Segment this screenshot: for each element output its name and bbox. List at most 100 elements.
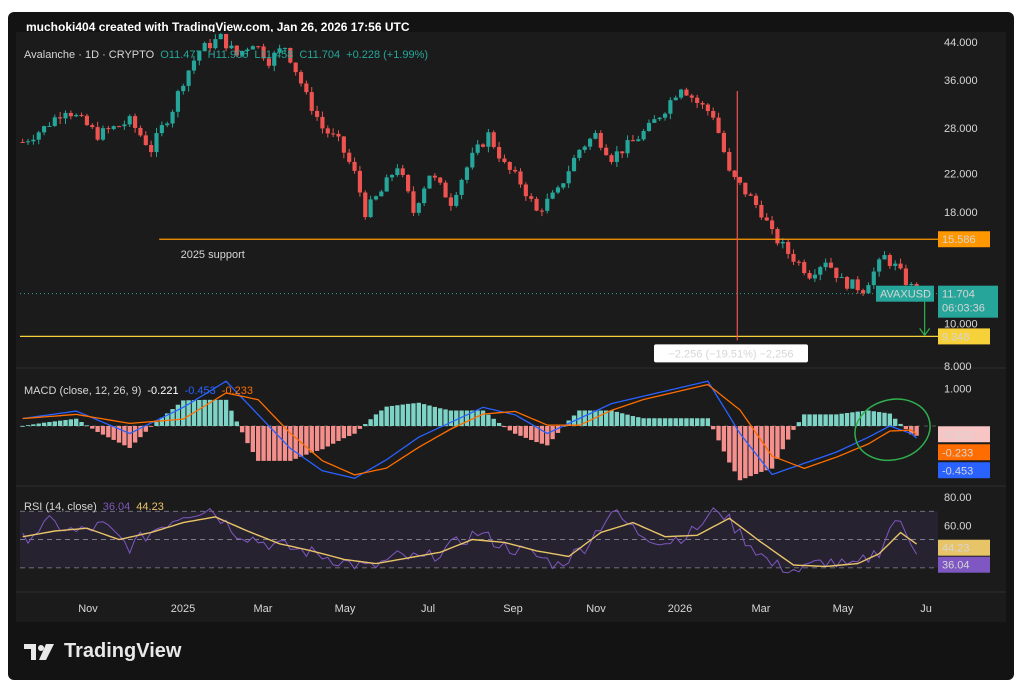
price-chart[interactable]: 2025 support −2.256 (−19.51%) −2,256 44.0…: [8, 12, 1014, 680]
macd-histogram-bar: [379, 410, 384, 426]
macd-histogram-bar: [775, 426, 780, 459]
macd-badge-signal-bg: [938, 444, 990, 461]
macd-badge-macd-text: -0.453: [942, 465, 973, 477]
candle-body: [673, 97, 678, 101]
macd-histogram-bar: [207, 399, 213, 426]
candle-body: [877, 259, 882, 272]
candle-body: [823, 262, 828, 268]
candle-body: [593, 132, 598, 139]
macd-histogram-bar: [116, 426, 122, 443]
candle-body: [866, 285, 871, 294]
candle-body: [679, 89, 684, 98]
candle-body: [256, 46, 261, 48]
tradingview-logo[interactable]: TradingView: [24, 640, 181, 663]
macd-histogram-bar: [630, 416, 636, 426]
macd-histogram-bar: [470, 410, 475, 426]
macd-histogram-bar: [459, 410, 464, 426]
macd-legend-part: -0.221: [147, 385, 178, 397]
candle-body: [861, 290, 866, 294]
candle-body: [812, 274, 817, 279]
time-axis-tick: Mar: [254, 603, 273, 615]
price-legend: Avalanche · 1D · CRYPTO O11.477 H11.906 L11…: [24, 49, 428, 61]
price-axis-tick: 44.000: [944, 37, 978, 49]
candle-body: [68, 112, 73, 117]
macd-badge-hist: -0.221: [938, 426, 990, 443]
candle-body: [555, 187, 561, 193]
candle-body: [159, 125, 164, 134]
legend-part: O11.477: [160, 49, 201, 61]
macd-histogram-bar: [309, 426, 314, 453]
candle-body: [507, 162, 512, 170]
candle-body: [646, 122, 652, 132]
macd-histogram-bar: [159, 417, 165, 426]
macd-histogram-bar: [229, 410, 234, 426]
macd-histogram-bar: [57, 420, 63, 426]
last-price-badge: 11.704 06:03:36 AVAXUSD: [876, 285, 998, 318]
rsi-badge-ma-text: 44.23: [942, 543, 970, 555]
candle-body: [213, 39, 218, 49]
macd-histogram-bar: [384, 406, 389, 426]
legend-part: C11.704: [299, 49, 340, 61]
macd-histogram-bar: [486, 414, 491, 426]
candle-body: [834, 267, 839, 278]
candle-body: [684, 89, 689, 96]
candle-body: [459, 179, 464, 195]
candle-body: [42, 126, 47, 133]
macd-histogram-bar: [662, 418, 668, 426]
macd-histogram-bar: [111, 426, 116, 440]
macd-histogram-bar: [443, 409, 448, 426]
macd-histogram-bar: [844, 412, 850, 426]
macd-histogram-bar: [555, 426, 561, 433]
macd-histogram-bar: [363, 424, 368, 426]
macd-histogram-bar: [646, 418, 652, 426]
candle-body: [347, 152, 352, 162]
macd-legend-part: MACD (close, 12, 26, 9): [24, 385, 141, 397]
macd-histogram-bar: [652, 418, 657, 426]
macd-histogram-bar: [753, 426, 759, 475]
candle-body: [775, 229, 780, 244]
rsi-legend-part: 44.23: [136, 501, 164, 513]
tradingview-logo-icon: [24, 643, 54, 660]
macd-histogram-bar: [529, 426, 534, 440]
candle-body: [737, 177, 743, 183]
candle-body: [448, 197, 453, 206]
macd-histogram-bar: [41, 422, 47, 426]
time-axis-tick: Mar: [752, 603, 771, 615]
macd-histogram-bar: [518, 426, 523, 436]
macd-histogram-bar: [261, 426, 266, 461]
macd-histogram-bar: [737, 426, 743, 481]
candle-body: [898, 263, 903, 269]
macd-legend-part: -0.453: [185, 385, 216, 397]
rsi-line: [22, 507, 918, 574]
candle-body: [700, 102, 705, 105]
candle-body: [352, 161, 357, 171]
macd-histogram-bar: [603, 410, 609, 426]
macd-histogram-bar: [914, 426, 919, 436]
candle-body: [245, 49, 250, 51]
candle-body: [480, 144, 486, 147]
candle-body: [582, 146, 587, 150]
candle-body: [74, 114, 79, 117]
macd-histogram-bar: [496, 422, 502, 426]
macd-histogram-bar: [341, 426, 347, 439]
macd-histogram-bar: [218, 399, 223, 426]
macd-histogram-bar: [871, 411, 876, 426]
candle-body: [400, 168, 405, 175]
candle-body: [186, 70, 191, 86]
macd-histogram-bar: [165, 413, 170, 426]
candle-body: [770, 220, 775, 230]
candle-body: [111, 126, 116, 130]
candle-body: [470, 152, 475, 168]
candle-body: [871, 271, 876, 286]
macd-histogram-bar: [438, 408, 443, 426]
candle-body: [518, 171, 523, 185]
candle-body: [266, 58, 271, 66]
candle-body: [165, 123, 170, 126]
candle-body: [486, 132, 491, 147]
macd-histogram-bar: [421, 404, 427, 426]
candle-body: [786, 241, 791, 254]
macd-histogram-bar: [106, 426, 111, 438]
legend-part: Avalanche · 1D · CRYPTO: [24, 49, 155, 61]
macd-histogram-bar: [245, 426, 250, 444]
macd-histogram-bar: [405, 403, 411, 426]
